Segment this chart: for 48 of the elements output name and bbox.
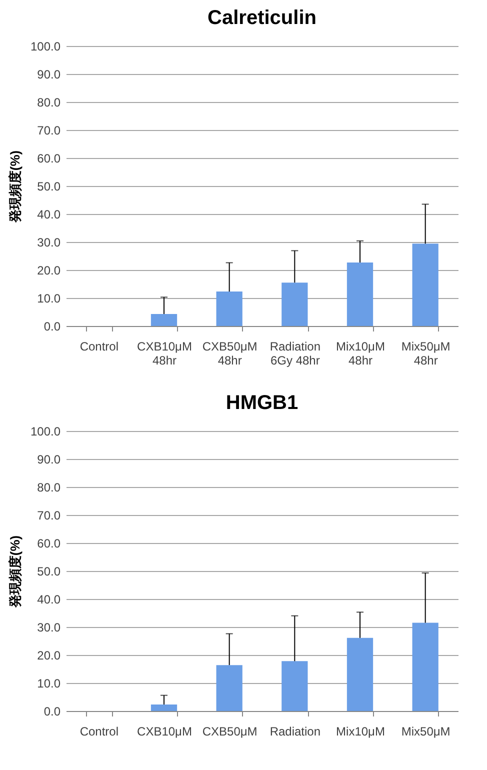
y-tick-label: 90.0 [37, 68, 61, 82]
y-tick-label: 60.0 [37, 152, 61, 166]
y-tick-label: 70.0 [37, 124, 61, 138]
bar [216, 292, 242, 326]
bar [346, 638, 374, 711]
x-tick-label: Mix50μM 48hr [401, 340, 450, 368]
x-tick-label: Mix10μM 48hr [336, 340, 385, 368]
y-tick-label: 10.0 [37, 676, 61, 690]
y-tick-label: 40.0 [37, 592, 61, 606]
y-tick-label: 50.0 [37, 180, 61, 194]
bar [282, 661, 308, 711]
bar [282, 282, 308, 326]
chart-title: Calreticulin [208, 7, 316, 29]
y-tick-label: 60.0 [37, 536, 61, 550]
y-tick-label: 40.0 [37, 208, 61, 222]
y-tick-label: 100.0 [30, 424, 61, 438]
y-tick-label: 90.0 [37, 452, 61, 466]
x-tick-label: CXB10μM [137, 724, 192, 738]
bar [150, 314, 178, 326]
x-tick-label: CXB50μM 48hr [202, 340, 258, 368]
y-axis-title: 発現頻度(%) [7, 535, 22, 609]
chart-title: HMGB1 [226, 392, 298, 414]
y-tick-label: 80.0 [37, 96, 61, 110]
y-tick-label: 30.0 [37, 620, 61, 634]
y-tick-label: 70.0 [37, 508, 61, 522]
bar [216, 665, 242, 711]
x-tick-label: Mix10μM [336, 724, 385, 738]
y-axis-title: 発現頻度(%) [7, 150, 22, 224]
y-tick-label: 30.0 [37, 236, 61, 250]
bar [412, 622, 438, 711]
bar [150, 704, 178, 711]
x-tick-label: Radiation 6Gy 48hr [270, 340, 321, 368]
bar [346, 262, 374, 326]
y-tick-label: 100.0 [30, 40, 61, 54]
x-tick-label: CXB50μM [202, 724, 258, 738]
x-tick-label: Radiation [270, 724, 321, 738]
y-tick-label: 80.0 [37, 480, 61, 494]
y-tick-label: 20.0 [37, 648, 61, 662]
bar [412, 244, 438, 326]
y-tick-label: 0.0 [44, 320, 61, 334]
x-tick-label: Control [80, 340, 119, 354]
x-tick-label: Control [80, 724, 119, 738]
y-tick-label: 20.0 [37, 264, 61, 278]
y-tick-label: 50.0 [37, 564, 61, 578]
y-tick-label: 10.0 [37, 292, 61, 306]
x-tick-label: CXB10μM 48hr [137, 340, 192, 368]
y-tick-label: 0.0 [44, 704, 61, 718]
x-tick-label: Mix50μM [401, 724, 450, 738]
